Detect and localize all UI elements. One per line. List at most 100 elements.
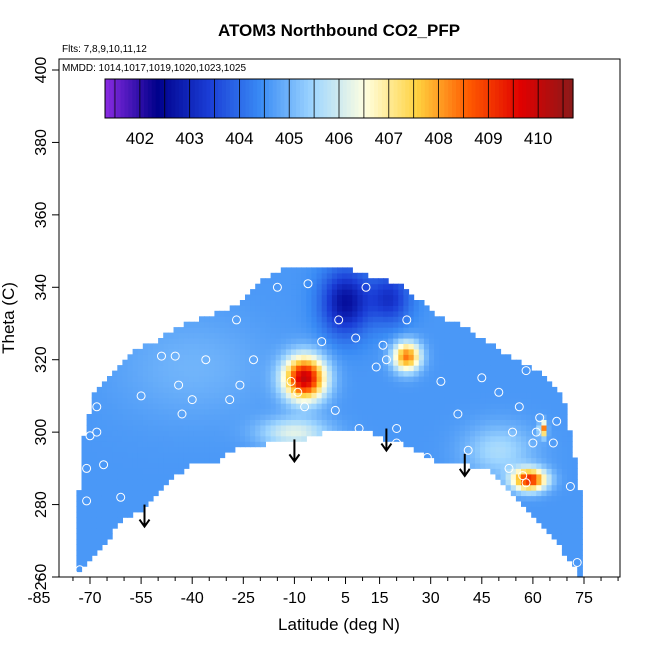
heatmap-cell	[142, 343, 149, 350]
sample-point	[508, 427, 517, 437]
heatmap-cell	[510, 408, 517, 415]
heatmap-cell	[285, 435, 292, 442]
heatmap-cell	[485, 381, 491, 388]
heatmap-cell	[475, 381, 481, 388]
heatmap-cell	[372, 381, 379, 388]
heatmap-cell	[214, 348, 221, 355]
heatmap-cell	[311, 343, 318, 350]
heatmap-cell	[567, 457, 573, 464]
heatmap-cell	[439, 435, 445, 442]
heatmap-cell	[454, 430, 461, 437]
heatmap-cell	[500, 392, 507, 399]
heatmap-cell	[245, 381, 251, 388]
heatmap-cell	[117, 495, 123, 502]
heatmap-cell	[250, 359, 256, 366]
heatmap-cell	[388, 338, 394, 344]
heatmap-cell	[500, 479, 507, 486]
heatmap-cell	[193, 348, 200, 355]
heatmap-cell	[250, 419, 256, 426]
heatmap-cell	[265, 435, 272, 442]
heatmap-cell	[515, 386, 522, 393]
heatmap-cell	[183, 462, 190, 469]
colorbar-segment	[257, 79, 262, 118]
heatmap-cell	[536, 376, 542, 382]
heatmap-cell	[352, 381, 358, 388]
heatmap-cell	[96, 446, 103, 453]
heatmap-cell	[342, 359, 348, 366]
heatmap-cell	[178, 392, 185, 399]
heatmap-cell	[490, 457, 496, 464]
colorbar-segment	[413, 79, 418, 118]
heatmap-cell	[260, 338, 266, 344]
heatmap-cell	[444, 430, 450, 437]
heatmap-cell	[280, 370, 287, 377]
heatmap-cell	[321, 310, 328, 317]
heatmap-cell	[245, 300, 251, 306]
heatmap-cell	[239, 441, 246, 448]
colorbar-segment	[253, 79, 258, 118]
heatmap-cell	[275, 272, 282, 279]
heatmap-cell	[490, 359, 496, 366]
heatmap-cell	[383, 424, 389, 431]
heatmap-cell	[311, 316, 318, 323]
heatmap-cell	[418, 381, 425, 388]
heatmap-cell	[541, 495, 548, 502]
heatmap-cell	[337, 424, 343, 431]
heatmap-cell	[142, 386, 149, 393]
heatmap-cell	[372, 283, 379, 290]
heatmap-cell	[306, 359, 312, 366]
heatmap-cell	[153, 484, 159, 491]
colorbar-segment	[522, 79, 527, 118]
heatmap-cell	[352, 348, 358, 355]
heatmap-cell	[96, 517, 103, 524]
heatmap-cell	[475, 359, 481, 366]
heatmap-cell	[132, 381, 139, 388]
heatmap-cell	[337, 300, 343, 306]
heatmap-cell	[296, 435, 302, 442]
heatmap-cell	[86, 517, 93, 524]
heatmap-cell	[531, 408, 537, 415]
heatmap-cell	[204, 370, 210, 377]
heatmap-cell	[434, 414, 440, 420]
heatmap-cell	[561, 430, 568, 437]
heatmap-cell	[475, 419, 481, 426]
colorbar-segment	[105, 79, 110, 118]
heatmap-cell	[132, 435, 139, 442]
heatmap-cell	[439, 370, 445, 377]
heatmap-cell	[91, 392, 98, 399]
heatmap-cell	[183, 419, 190, 426]
colorbar-segment	[381, 79, 387, 118]
heatmap-cell	[398, 305, 404, 312]
heatmap-cell	[444, 365, 450, 372]
heatmap-cell	[398, 348, 404, 355]
colorbar-segment	[452, 79, 457, 118]
heatmap-cell	[383, 289, 389, 296]
heatmap-cell	[567, 441, 573, 448]
heatmap-cell	[567, 473, 573, 480]
heatmap-cell	[173, 424, 180, 431]
heatmap-cell	[122, 511, 129, 518]
heatmap-cell	[301, 267, 307, 274]
heatmap-cell	[127, 490, 134, 497]
heatmap-cell	[204, 441, 210, 448]
heatmap-cell	[291, 321, 297, 328]
heatmap-cell	[413, 365, 420, 372]
heatmap-cell	[377, 354, 384, 361]
heatmap-cell	[434, 441, 440, 448]
heatmap-cell	[561, 473, 568, 480]
colorbar-segment	[506, 79, 512, 118]
heatmap-cell	[367, 278, 374, 285]
heatmap-cell	[475, 414, 481, 420]
heatmap-cell	[255, 289, 261, 296]
heatmap-cell	[388, 386, 394, 393]
heatmap-cell	[546, 511, 553, 518]
heatmap-cell	[280, 294, 287, 301]
x-tick-label: 30	[422, 590, 440, 607]
heatmap-cell	[495, 403, 502, 410]
heatmap-cell	[168, 408, 175, 415]
heatmap-cell	[357, 354, 364, 361]
heatmap-cell	[219, 310, 226, 317]
heatmap-cell	[367, 348, 374, 355]
heatmap-cell	[347, 305, 353, 312]
